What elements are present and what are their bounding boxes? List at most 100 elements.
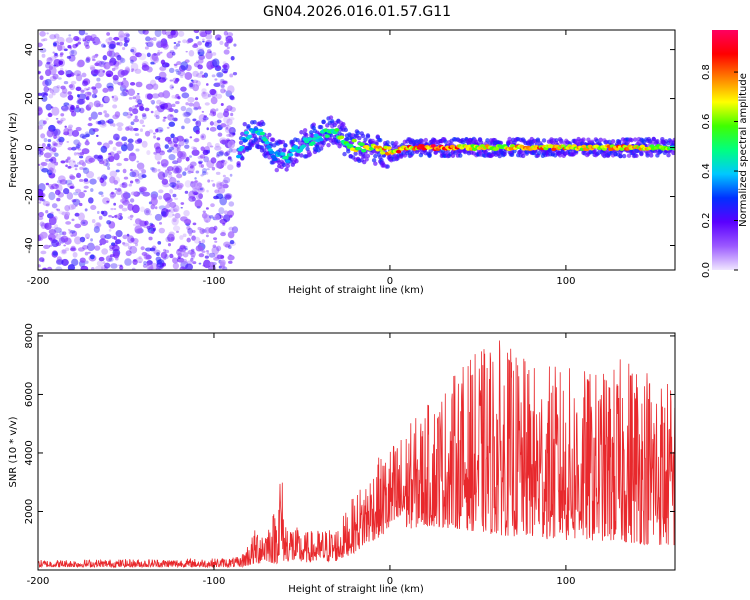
- trace-halo: [240, 155, 245, 161]
- noise-blob: [167, 242, 172, 247]
- noise-blob: [214, 78, 218, 81]
- noise-blob: [202, 149, 209, 156]
- snr-frame: [37, 332, 676, 571]
- trace-halo: [672, 140, 675, 145]
- noise-blob: [76, 145, 80, 150]
- trace-halo: [242, 121, 247, 127]
- trace-halo: [649, 153, 654, 158]
- noise-blob: [102, 55, 108, 61]
- noise-blob: [188, 190, 196, 199]
- noise-blob: [227, 255, 235, 261]
- noise-blob: [66, 192, 74, 200]
- noise-blob: [201, 228, 207, 233]
- noise-blob: [216, 182, 223, 190]
- noise-blob: [108, 140, 114, 145]
- trace-core: [242, 138, 248, 143]
- noise-blob: [53, 53, 59, 58]
- trace-halo: [280, 139, 286, 145]
- noise-blob: [201, 74, 205, 78]
- noise-blob: [150, 100, 155, 103]
- noise-blob: [162, 248, 167, 252]
- noise-blob: [56, 120, 60, 124]
- noise-blob: [92, 88, 98, 95]
- noise-blob: [172, 257, 179, 264]
- noise-blob: [80, 89, 85, 93]
- noise-blob: [181, 92, 190, 99]
- noise-blob: [90, 188, 94, 193]
- noise-blob: [164, 169, 170, 173]
- noise-blob: [201, 250, 206, 253]
- noise-blob: [114, 97, 119, 101]
- trace-halo: [246, 124, 251, 129]
- noise-blob: [113, 251, 120, 259]
- noise-blob: [192, 146, 198, 151]
- noise-blob: [136, 160, 140, 163]
- noise-blob: [99, 243, 102, 246]
- trace-halo: [536, 150, 542, 156]
- noise-blob: [85, 32, 88, 35]
- noise-blob: [56, 197, 61, 202]
- noise-blob: [46, 266, 53, 270]
- noise-blob: [138, 190, 144, 195]
- noise-blob: [176, 61, 182, 66]
- noise-blob: [102, 142, 110, 149]
- noise-blob: [197, 49, 205, 57]
- noise-blob: [167, 233, 175, 242]
- noise-blob: [205, 51, 213, 60]
- noise-blob: [73, 152, 78, 156]
- noise-blob: [192, 84, 200, 92]
- noise-blob: [53, 128, 61, 136]
- noise-blob: [168, 121, 176, 127]
- spectrogram-plot-area: [38, 30, 675, 270]
- noise-blob: [60, 117, 66, 122]
- trace-halo: [362, 154, 367, 159]
- noise-blob: [123, 37, 130, 43]
- noise-blob: [67, 165, 72, 169]
- noise-blob: [187, 170, 192, 174]
- noise-blob: [67, 91, 72, 95]
- noise-blob: [77, 94, 80, 98]
- noise-blob: [209, 88, 217, 96]
- noise-blob: [77, 98, 86, 105]
- noise-blob: [135, 52, 142, 58]
- trace-halo: [311, 122, 316, 127]
- noise-blob: [142, 30, 149, 35]
- noise-blob: [134, 218, 142, 225]
- noise-blob: [168, 208, 176, 213]
- noise-blob: [108, 36, 113, 41]
- noise-blob: [78, 191, 86, 199]
- noise-blob: [75, 188, 82, 193]
- noise-blob: [158, 189, 164, 194]
- trace-halo: [666, 153, 671, 158]
- noise-blob: [115, 141, 123, 147]
- noise-blob: [214, 34, 222, 41]
- noise-blob: [116, 187, 122, 192]
- noise-blob: [77, 247, 85, 252]
- trace-halo: [373, 153, 378, 159]
- trace-halo: [342, 151, 347, 157]
- noise-blob: [96, 223, 102, 228]
- noise-blob: [154, 152, 162, 161]
- noise-blob: [125, 126, 130, 131]
- noise-blob: [72, 191, 79, 196]
- noise-blob: [187, 227, 193, 235]
- noise-blob: [144, 107, 150, 112]
- trace-halo: [617, 139, 622, 145]
- noise-blob: [185, 102, 189, 106]
- y-tick-label: -20: [24, 188, 35, 204]
- noise-blob: [92, 73, 97, 77]
- noise-blob: [71, 130, 80, 137]
- noise-blob: [46, 32, 49, 35]
- noise-blob: [158, 195, 163, 200]
- noise-blob: [126, 142, 134, 152]
- trace-halo: [371, 158, 377, 163]
- noise-blob: [197, 41, 202, 46]
- noise-blob: [219, 196, 228, 206]
- noise-blob: [52, 85, 60, 94]
- noise-blob: [152, 83, 159, 90]
- noise-blob: [79, 257, 86, 263]
- noise-blob: [192, 229, 196, 233]
- x-tick-label: -100: [203, 276, 226, 287]
- noise-blob: [141, 113, 147, 118]
